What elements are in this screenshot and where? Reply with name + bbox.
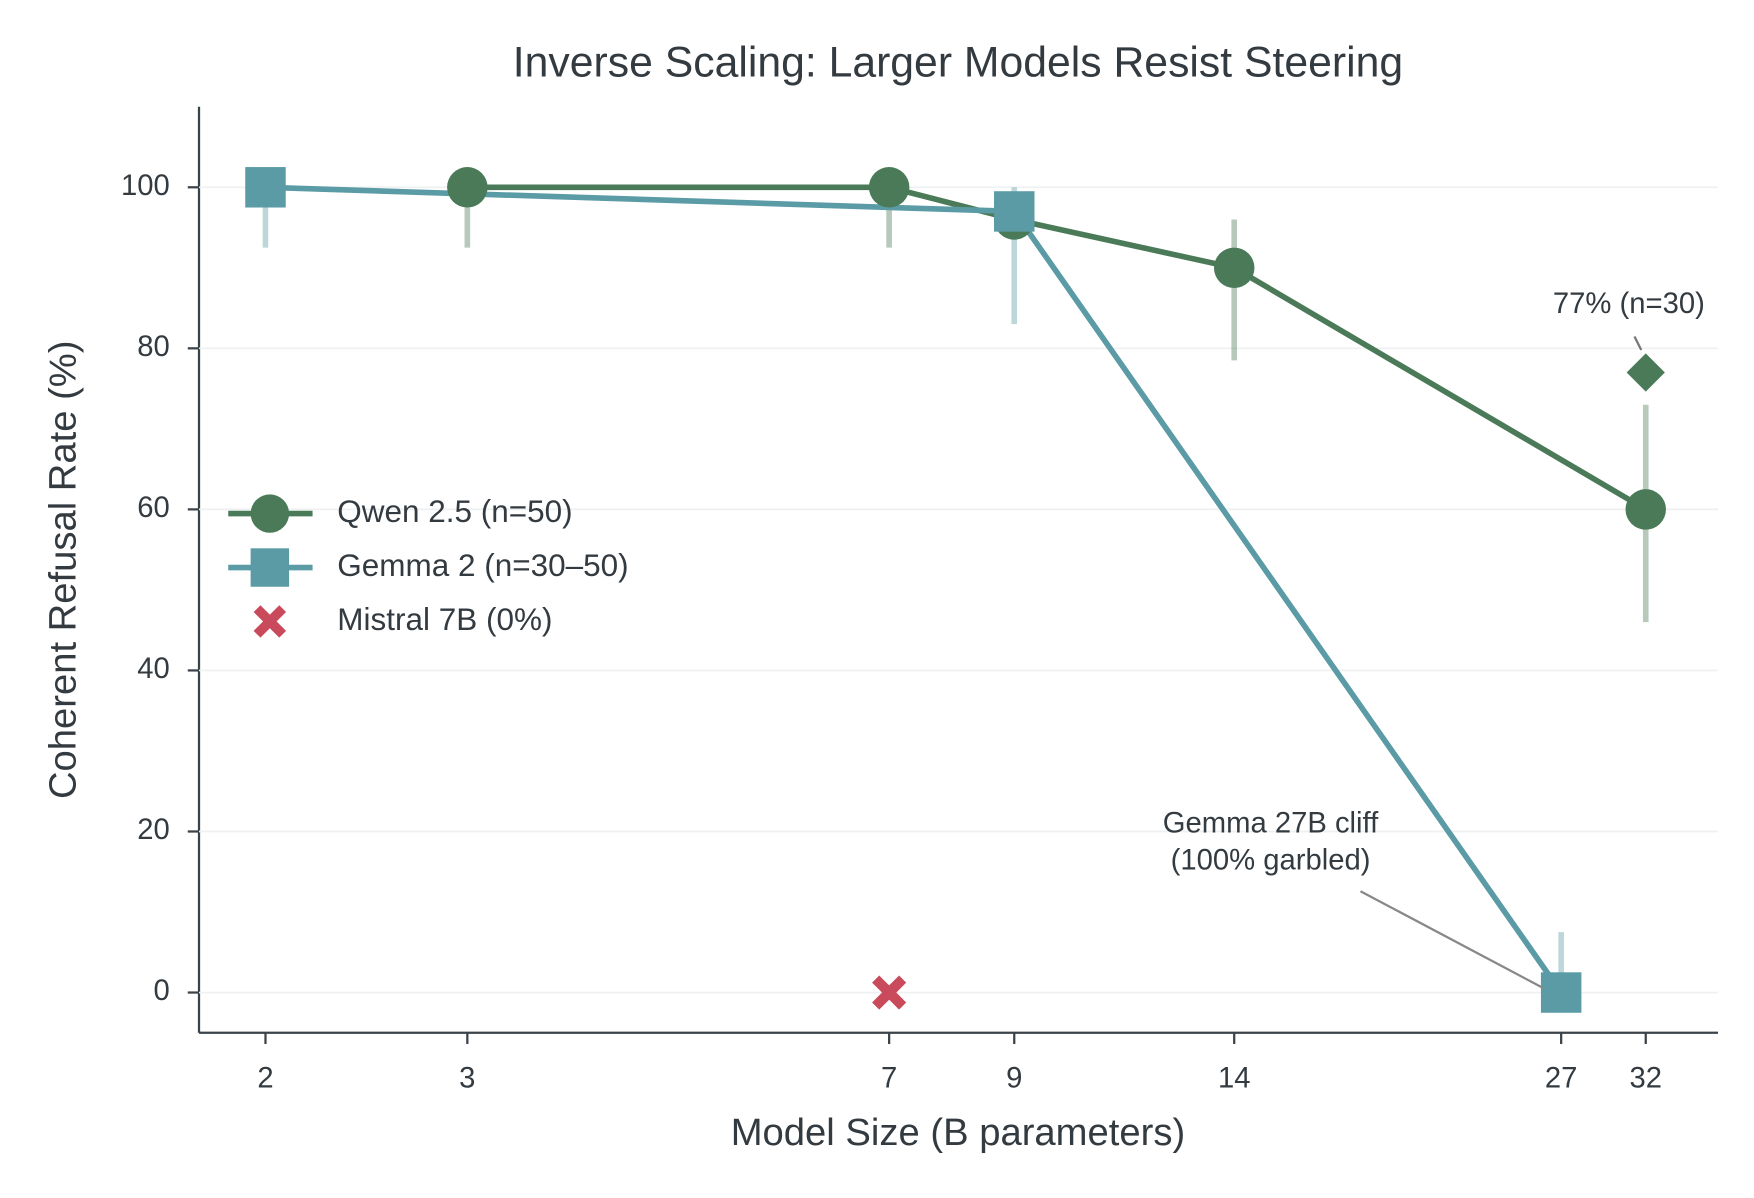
x-tick-label: 2 [257, 1063, 273, 1095]
legend-label: Qwen 2.5 (n=50) [337, 494, 572, 529]
legend-label: Mistral 7B (0%) [337, 602, 552, 637]
y-tick-label: 40 [137, 653, 170, 685]
legend-marker [253, 605, 287, 638]
data-point [1213, 247, 1255, 289]
annotation: (100% garbled) [1171, 845, 1371, 877]
data-point [1626, 353, 1665, 392]
data-point [994, 191, 1035, 232]
x-axis-label: Model Size (B parameters) [731, 1111, 1185, 1154]
legend-marker [250, 548, 290, 587]
data-point [245, 167, 286, 208]
data-point [1625, 489, 1666, 530]
y-tick-label: 80 [137, 331, 170, 363]
y-tick-label: 60 [137, 492, 170, 524]
annotation: Gemma 27B cliff [1163, 808, 1379, 840]
data-label: 77% (n=30) [1553, 288, 1705, 320]
y-tick-label: 100 [121, 170, 170, 202]
legend-label: Gemma 2 (n=30–50) [337, 548, 628, 583]
x-tick-label: 3 [459, 1063, 475, 1095]
y-axis-label: Coherent Refusal Rate (%) [41, 341, 84, 800]
annotation-arrow [1359, 890, 1544, 990]
data-point [872, 975, 907, 1010]
data-point [1540, 972, 1582, 1013]
legend-marker [250, 494, 290, 533]
x-tick-label: 27 [1545, 1063, 1578, 1095]
y-tick-label: 0 [154, 975, 170, 1007]
x-tick-label: 14 [1218, 1063, 1251, 1095]
data-point [447, 167, 488, 208]
chart-title: Inverse Scaling: Larger Models Resist St… [513, 38, 1403, 86]
x-tick-label: 32 [1629, 1063, 1662, 1095]
y-tick-label: 20 [137, 814, 170, 846]
x-tick-label: 9 [1006, 1063, 1022, 1095]
x-tick-label: 7 [881, 1063, 897, 1095]
annotation-arrow [1633, 336, 1643, 351]
data-point [868, 167, 910, 208]
